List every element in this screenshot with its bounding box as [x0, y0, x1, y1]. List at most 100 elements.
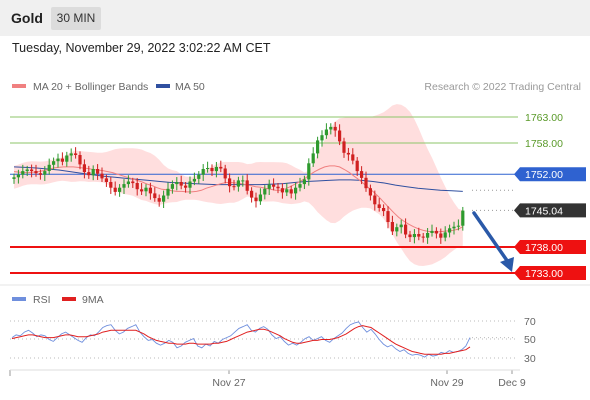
candle-body — [214, 166, 218, 172]
candle-body — [166, 188, 170, 196]
candle-body — [126, 181, 130, 185]
candle-body — [338, 130, 342, 142]
candle-body — [399, 224, 403, 228]
candle-body — [382, 208, 386, 212]
resistance-label-1: 1758.00 — [525, 138, 563, 150]
candle-body — [346, 152, 350, 155]
candle-body — [461, 210, 465, 226]
candle-body — [148, 187, 152, 194]
candle-body — [412, 234, 416, 238]
candle-body — [52, 161, 56, 165]
candle-body — [100, 173, 104, 179]
support-label-2: 1733.00 — [525, 268, 563, 280]
candle-body — [30, 169, 34, 172]
candle-body — [373, 195, 377, 205]
candle-body — [285, 189, 289, 193]
candle-body — [74, 153, 78, 155]
candle-body — [210, 168, 214, 172]
candle-body — [258, 194, 262, 202]
candle-body — [78, 155, 82, 165]
ma20-legend-swatch — [12, 84, 26, 88]
candle-body — [355, 160, 359, 172]
pivot-label: 1752.00 — [525, 169, 563, 181]
timeframe-button[interactable]: 30 MIN — [51, 7, 101, 30]
candle-body — [395, 227, 399, 232]
candle-body — [329, 126, 333, 130]
candle-body — [448, 228, 452, 233]
candle-body — [408, 234, 412, 238]
candle-body — [307, 163, 311, 180]
candle-body — [280, 188, 284, 193]
candle-body — [223, 168, 227, 179]
candle-body — [118, 187, 122, 192]
last-price-label-box — [514, 203, 586, 218]
research-credit: Research © 2022 Trading Central — [424, 81, 581, 93]
candle-body — [250, 190, 254, 198]
candle-body — [47, 164, 51, 171]
candle-body — [417, 234, 421, 237]
candle-body — [434, 230, 438, 234]
candle-body — [16, 174, 20, 178]
candle-body — [439, 233, 443, 238]
candle-body — [232, 186, 236, 188]
candle-body — [302, 179, 306, 185]
instrument-title: Gold — [11, 10, 43, 26]
support-label-1-box — [514, 240, 586, 254]
candle-body — [188, 181, 192, 188]
pivot-label-box — [514, 167, 586, 182]
candle-body — [206, 168, 210, 169]
ma20-legend-label: MA 20 + Bollinger Bands — [33, 81, 148, 93]
candle-body — [443, 232, 447, 238]
candle-body — [192, 178, 196, 182]
support-label-1: 1738.00 — [525, 242, 563, 254]
rsi-grid — [10, 320, 518, 359]
candle-body — [43, 171, 47, 175]
candle-body — [197, 174, 201, 179]
candle-body — [201, 169, 205, 175]
candle-body — [456, 225, 460, 227]
candle-body — [179, 182, 183, 186]
candle-body — [140, 189, 144, 192]
rsi-ma-line — [11, 325, 471, 355]
candle-body — [162, 195, 166, 202]
candle-body — [289, 189, 293, 194]
ma50-legend-swatch — [156, 84, 170, 88]
candle-body — [25, 169, 29, 172]
candle-body — [82, 164, 86, 173]
candle-body — [333, 126, 337, 131]
candle-body — [360, 171, 364, 178]
rsi-legend-label: RSI — [33, 294, 51, 306]
candle-body — [219, 166, 223, 169]
candle-body — [34, 171, 38, 174]
candle-body — [364, 177, 368, 189]
candle-body — [38, 173, 42, 175]
candle-body — [272, 184, 276, 187]
candle-body — [342, 141, 346, 153]
x-tick-nov27: Nov 27 — [212, 377, 245, 389]
candle-body — [267, 184, 271, 189]
rsi-ma-legend-swatch — [62, 297, 76, 301]
candle-body — [170, 184, 174, 189]
candle-body — [254, 197, 258, 202]
candle-body — [404, 224, 408, 235]
rsi-lines-layer — [11, 321, 514, 358]
rsi-legend-swatch — [12, 297, 26, 301]
x-tick-nov29: Nov 29 — [430, 377, 463, 389]
candle-body — [236, 180, 240, 187]
candle-body — [228, 178, 232, 187]
candle-body — [21, 171, 25, 175]
candle-body — [109, 182, 113, 188]
candle-body — [184, 185, 188, 188]
candle-body — [157, 198, 161, 202]
candle-body — [60, 158, 64, 162]
rsi-tick-50: 50 — [524, 334, 536, 346]
candle-body — [104, 178, 108, 182]
last-price-label: 1745.04 — [525, 205, 563, 217]
candle-body — [131, 181, 135, 184]
candle-body — [153, 193, 157, 199]
candle-body — [91, 169, 95, 176]
candle-body — [175, 182, 179, 185]
candle-body — [113, 187, 117, 192]
rsi-tick-30: 30 — [524, 353, 536, 365]
candle-body — [294, 187, 298, 194]
